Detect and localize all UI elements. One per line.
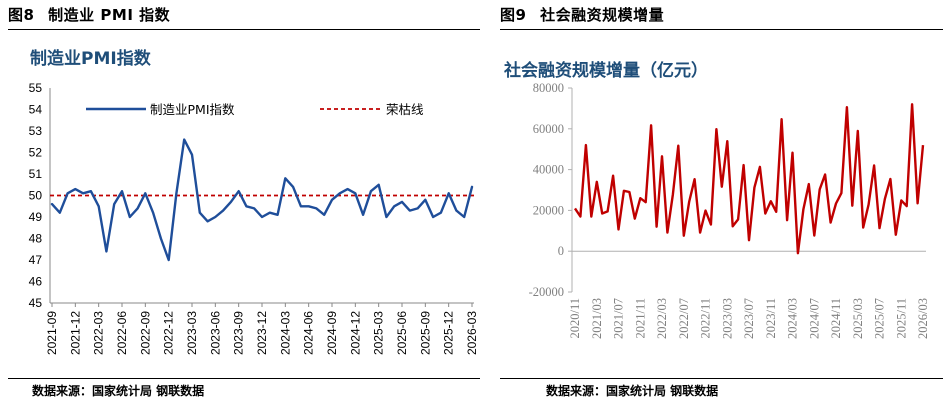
financing-x-tick-label: 2024/03: [786, 298, 800, 339]
financing-y-tick-label: 80000: [533, 81, 564, 95]
pmi-x-tick-label: 2024-12: [348, 311, 362, 355]
financing-y-tick-label: 60000: [533, 122, 564, 136]
financing-x-tick-label: 2023/07: [742, 298, 756, 339]
pmi-x-tick-label: 2022-09: [138, 311, 152, 355]
pmi-y-tick-label: 49: [29, 210, 43, 224]
figure-8-top-rule: [8, 29, 480, 30]
pmi-x-tick-label: 2023-03: [185, 311, 199, 355]
financing-x-tick-label: 2026/03: [916, 298, 930, 339]
pmi-y-tick-label: 45: [29, 296, 43, 310]
financing-x-tick-label: 2023/03: [720, 298, 734, 339]
pmi-y-tick-label: 46: [29, 275, 43, 289]
financing-chart-title: 社会融资规模增量（亿元）: [503, 60, 708, 81]
financing-x-tick-label: 2021/11: [633, 298, 647, 339]
pmi-x-tick-label: 2025-09: [418, 311, 432, 355]
pmi-x-tick-label: 2024-09: [325, 311, 339, 355]
pmi-x-tick-label: 2025-06: [395, 311, 409, 355]
pmi-x-tick-label: 2022-12: [162, 311, 176, 355]
figure-9-heading: 图9 社会融资规模增量: [500, 4, 664, 25]
pmi-y-tick-label: 55: [29, 81, 43, 95]
financing-x-tick-label: 2023/11: [764, 298, 778, 339]
legend-threshold-label: 荣枯线: [386, 102, 424, 117]
financing-y-tick-label: 40000: [533, 163, 564, 177]
pmi-x-tick-label: 2023-12: [255, 311, 269, 355]
pmi-y-tick-label: 52: [29, 146, 43, 160]
figure-9-top-rule: [500, 29, 943, 30]
pmi-chart-title: 制造业PMI指数: [30, 48, 152, 69]
financing-x-tick-label: 2022/07: [677, 298, 691, 339]
pmi-y-tick-label: 48: [29, 232, 43, 246]
financing-y-tick-label: 20000: [533, 203, 564, 217]
pmi-x-tick-label: 2025-12: [442, 311, 456, 355]
pmi-y-tick-label: 51: [29, 167, 43, 181]
pmi-x-tick-label: 2022-03: [92, 311, 106, 355]
financing-x-tick-label: 2025/03: [851, 298, 865, 339]
pmi-legend: 制造业PMI指数 荣枯线: [86, 102, 424, 117]
financing-y-tick-label: -20000: [529, 285, 564, 299]
pmi-y-tick-label: 50: [29, 189, 43, 203]
pmi-y-tick-label: 47: [29, 253, 43, 267]
figure-8-number: 图8: [8, 6, 35, 24]
pmi-x-tick-label: 2025-03: [372, 311, 386, 355]
legend-pmi-label: 制造业PMI指数: [150, 102, 235, 117]
figure-8-heading: 图8 制造业 PMI 指数: [8, 4, 170, 25]
pmi-y-tick-label: 53: [29, 124, 43, 138]
financing-x-tick-label: 2022/03: [655, 298, 669, 339]
figure-9-bottom-rule: [500, 378, 943, 379]
pmi-y-tick-label: 54: [29, 103, 43, 117]
pmi-x-tick-label: 2021-12: [68, 311, 82, 355]
financing-x-tick-label: 2024/07: [807, 298, 821, 339]
financing-x-tick-label: 2025/07: [873, 298, 887, 339]
figure-8-source: 数据来源：国家统计局 钢联数据: [32, 384, 205, 398]
financing-x-tick-label: 2025/11: [894, 298, 908, 339]
figure-8-bottom-rule: [8, 378, 480, 379]
pmi-x-tick-label: 2024-06: [302, 311, 316, 355]
financing-series-line: [574, 103, 925, 255]
financing-x-tick-label: 2024/11: [829, 298, 843, 339]
financing-x-tick-label: 2020/11: [568, 298, 582, 339]
pmi-x-tick-label: 2022-06: [115, 311, 129, 355]
pmi-series-line: [50, 138, 474, 262]
pmi-x-tick-label: 2026-03: [465, 311, 479, 355]
figure-9-source: 数据来源：国家统计局 钢联数据: [546, 384, 719, 398]
financing-x-tick-label: 2022/11: [699, 298, 713, 339]
pmi-x-tick-label: 2024-03: [278, 311, 292, 355]
figure-9-number: 图9: [500, 6, 527, 24]
pmi-x-tick-label: 2021-09: [45, 311, 59, 355]
figure-8-title: 制造业 PMI 指数: [48, 6, 171, 24]
pmi-x-tick-label: 2023-06: [208, 311, 222, 355]
financing-x-tick-label: 2021/07: [612, 298, 626, 339]
pmi-x-tick-label: 2023-09: [232, 311, 246, 355]
financing-x-tick-label: 2021/03: [590, 298, 604, 339]
figure-9-title: 社会融资规模增量: [540, 6, 665, 24]
financing-y-tick-label: 0: [558, 244, 564, 258]
